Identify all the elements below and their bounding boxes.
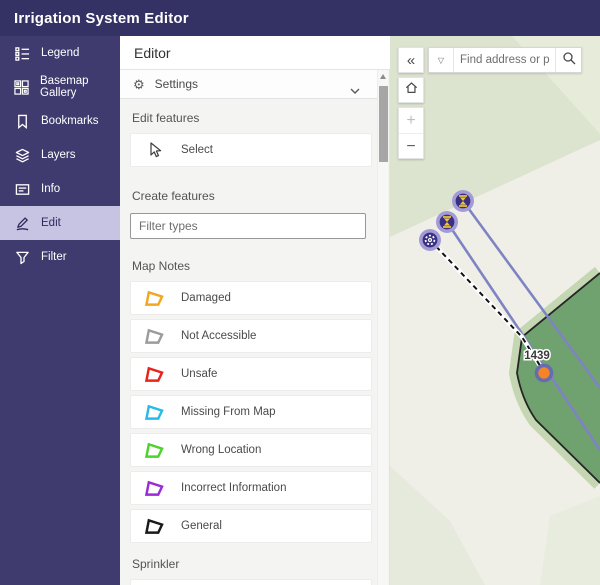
polygon-note-icon [143, 518, 165, 535]
feature-template-label: General [181, 520, 222, 532]
search-source-dropdown[interactable]: ▽ [429, 48, 454, 72]
polygon-note-icon [143, 290, 165, 307]
feature-template-impact-fixed[interactable]: Impact - Fixed [130, 579, 372, 585]
sidebar-item-label: Layers [41, 149, 76, 161]
valve-marker-icon[interactable] [436, 211, 458, 233]
sidebar-item-info[interactable]: Info [0, 172, 120, 206]
editor-scrollbar[interactable] [377, 70, 388, 585]
feature-template-incorrect-information[interactable]: Incorrect Information [130, 471, 372, 505]
editor-panel-title: Editor [120, 36, 390, 70]
valve-marker-icon[interactable] [452, 190, 474, 212]
polygon-note-icon [143, 480, 165, 497]
selected-sprinkler-point[interactable] [534, 363, 554, 383]
feature-template-missing-from-map[interactable]: Missing From Map [130, 395, 372, 429]
scroll-up-arrow-icon[interactable] [380, 74, 386, 79]
parcel-polygon[interactable] [516, 272, 600, 484]
basemap-gallery-icon [14, 79, 29, 95]
basemap-sage-area [390, 36, 600, 237]
double-chevron-left-icon: « [406, 51, 416, 69]
sidebar-item-legend[interactable]: Legend [0, 36, 120, 70]
filter-types-input[interactable] [130, 213, 366, 239]
chevron-down-icon [350, 81, 360, 99]
sidebar-item-label: Filter [41, 251, 67, 263]
feature-template-not-accessible[interactable]: Not Accessible [130, 319, 372, 353]
irrigation-line-1[interactable] [461, 200, 600, 389]
filter-icon [14, 249, 30, 265]
feature-template-label: Damaged [181, 292, 231, 304]
sidebar-item-label: Bookmarks [41, 115, 99, 127]
sidebar-item-label: Legend [41, 47, 80, 59]
search-input[interactable] [454, 48, 555, 72]
polygon-note-icon [143, 404, 165, 421]
group-heading-sprinkler: Sprinkler [132, 557, 180, 571]
basemap-corner-patch [540, 496, 600, 585]
feature-template-label: Missing From Map [181, 406, 276, 418]
feature-template-label: Wrong Location [181, 444, 262, 456]
polygon-note-icon [143, 366, 165, 383]
zoom-controls: + − [398, 107, 424, 159]
sketch-line-halo [428, 238, 546, 374]
polygon-note-icon [143, 442, 165, 459]
map-searchbar: ▽ [428, 47, 582, 73]
info-icon [14, 181, 30, 197]
edit-icon [14, 215, 30, 231]
home-icon [404, 80, 419, 100]
triangle-down-icon: ▽ [437, 55, 445, 65]
collapse-panel-button[interactable]: « [398, 47, 424, 73]
search-button[interactable] [555, 48, 581, 72]
legend-icon [14, 45, 30, 61]
sidebar-item-filter[interactable]: Filter [0, 240, 120, 274]
app-header: Irrigation System Editor [0, 0, 600, 36]
feature-template-damaged[interactable]: Damaged [130, 281, 372, 315]
basemap-lower-patch [390, 466, 485, 585]
plus-icon: + [406, 111, 416, 129]
polygon-note-icon [143, 328, 165, 345]
bookmarks-icon [14, 113, 30, 129]
editor-panel-content: Edit features Select Create features Map… [120, 99, 378, 585]
controller-marker-icon[interactable] [419, 229, 441, 251]
sidebar-item-label: Edit [41, 217, 61, 229]
zoom-in-button[interactable]: + [399, 108, 423, 134]
feature-label-1439: 1439 [524, 350, 550, 362]
settings-row[interactable]: ⚙ Settings [120, 70, 378, 99]
create-features-heading: Create features [132, 189, 215, 203]
feature-template-label: Incorrect Information [181, 482, 287, 494]
sidebar-item-bookmarks[interactable]: Bookmarks [0, 104, 120, 138]
select-tool[interactable]: Select [130, 133, 372, 167]
feature-template-label: Not Accessible [181, 330, 257, 342]
scrollbar-thumb[interactable] [379, 86, 388, 162]
sidebar-item-label: Info [41, 183, 61, 195]
feature-template-wrong-location[interactable]: Wrong Location [130, 433, 372, 467]
search-icon [562, 51, 576, 70]
sidebar-item-label: Basemap Gallery [40, 75, 89, 99]
sidebar-item-basemap-gallery[interactable]: Basemap Gallery [0, 70, 120, 104]
zoom-out-button[interactable]: − [399, 134, 423, 160]
select-cursor-icon [143, 141, 165, 159]
minus-icon: − [406, 138, 416, 155]
edit-features-heading: Edit features [132, 111, 200, 125]
sidebar-item-layers[interactable]: Layers [0, 138, 120, 172]
app-title: Irrigation System Editor [14, 9, 189, 27]
gear-icon: ⚙ [133, 76, 145, 92]
feature-template-unsafe[interactable]: Unsafe [130, 357, 372, 391]
group-heading-map-notes: Map Notes [132, 259, 191, 273]
sidebar-item-edit[interactable]: Edit [0, 206, 120, 240]
select-tool-label: Select [181, 144, 213, 156]
map-view[interactable]: 1439 « ▽ + [390, 36, 600, 585]
settings-label: Settings [154, 77, 199, 91]
layers-icon [14, 147, 30, 163]
home-button[interactable] [398, 77, 424, 103]
feature-template-label: Unsafe [181, 368, 218, 380]
feature-template-general[interactable]: General [130, 509, 372, 543]
editor-panel: Editor ⚙ Settings Edit features Select C… [120, 36, 390, 585]
sidebar: Legend Basemap Gallery Bookmarks [0, 36, 120, 585]
